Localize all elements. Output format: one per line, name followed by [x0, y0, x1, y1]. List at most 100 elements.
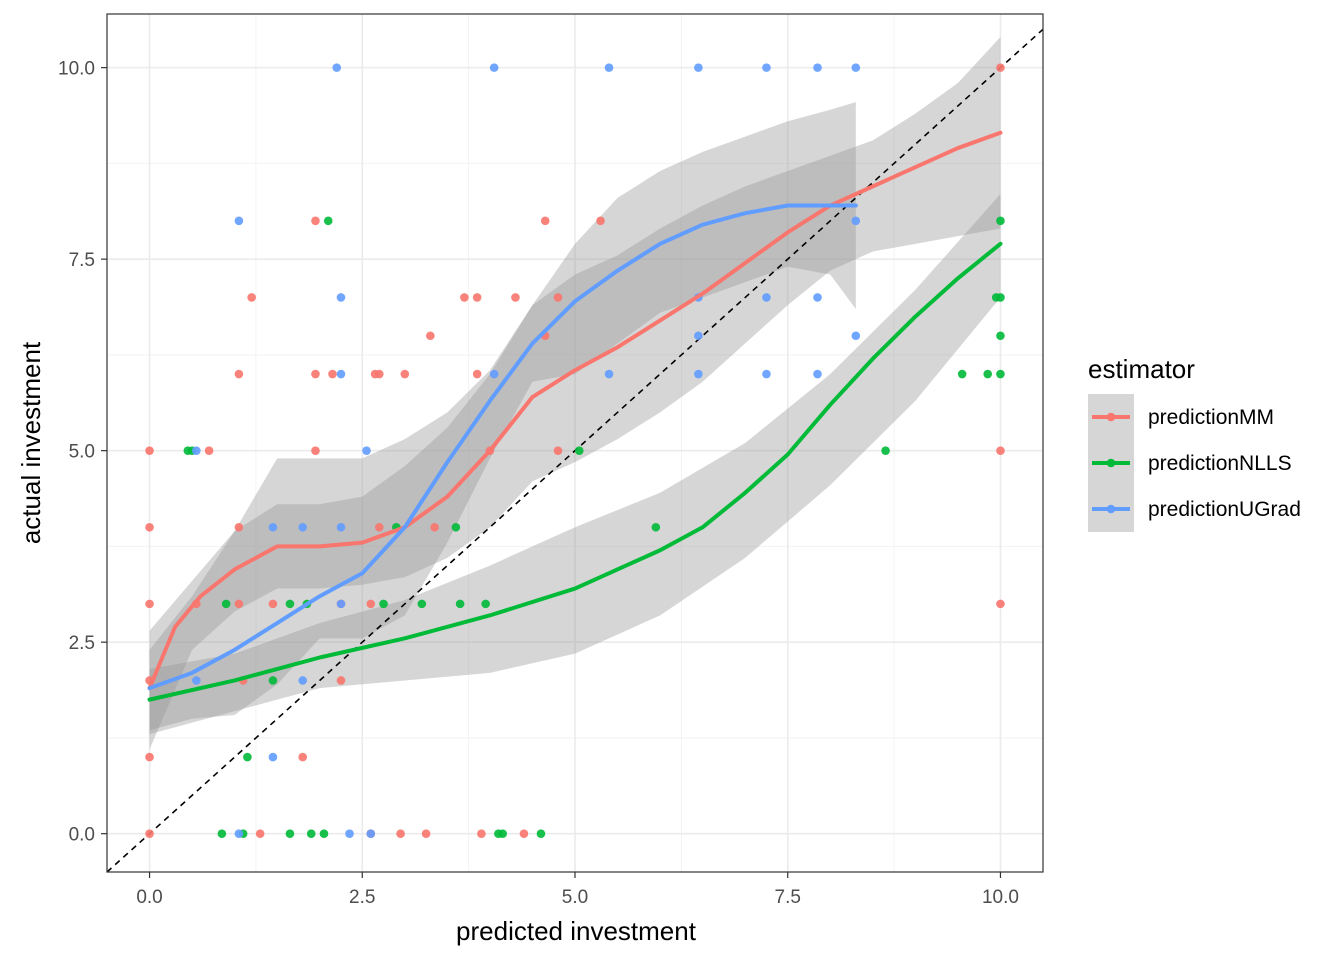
data-point-predictionUGrad — [366, 829, 376, 838]
legend-label: predictionNLLS — [1148, 452, 1292, 475]
data-point-predictionMM — [519, 829, 529, 838]
data-point-predictionUGrad — [192, 676, 201, 685]
data-point-predictionUGrad — [298, 676, 308, 685]
data-point-predictionUGrad — [694, 331, 703, 341]
data-point-predictionUGrad — [851, 216, 861, 226]
data-point-predictionNLLS — [285, 829, 295, 838]
y-tick-label: 2.5 — [69, 633, 95, 654]
data-point-predictionNLLS — [481, 599, 490, 609]
data-point-predictionUGrad — [813, 293, 822, 302]
data-point-predictionNLLS — [379, 599, 388, 609]
data-point-predictionNLLS — [285, 599, 295, 609]
data-point-predictionUGrad — [694, 63, 703, 72]
legend: estimator predictionMMpredictionNLLSpred… — [1088, 354, 1301, 532]
data-point-predictionMM — [472, 369, 482, 379]
data-point-predictionNLLS — [217, 829, 227, 838]
legend-key-point — [1106, 412, 1116, 422]
data-point-predictionNLLS — [323, 216, 333, 226]
data-point-predictionNLLS — [451, 522, 461, 532]
fit-line-predictionNLLS — [147, 241, 1003, 702]
data-point-predictionUGrad — [268, 522, 278, 532]
x-tick-label: 7.5 — [775, 887, 801, 908]
data-point-predictionMM — [366, 599, 376, 609]
x-axis-title: predicted investment — [456, 916, 697, 946]
data-point-predictionUGrad — [336, 522, 346, 532]
data-point-predictionNLLS — [221, 599, 231, 609]
data-point-predictionMM — [460, 293, 469, 302]
data-point-predictionMM — [311, 369, 320, 379]
data-point-predictionMM — [430, 522, 439, 532]
legend-entries: predictionMM predictionNLLS predictionUGra… — [1088, 394, 1301, 532]
data-point-predictionUGrad — [489, 63, 499, 72]
legend-label: predictionUGrad — [1148, 498, 1301, 521]
data-point-predictionUGrad — [604, 369, 614, 379]
data-point-predictionNLLS — [498, 829, 507, 838]
data-point-predictionMM — [145, 829, 154, 838]
data-point-predictionUGrad — [362, 446, 371, 455]
legend-title: estimator — [1088, 354, 1195, 384]
data-point-predictionNLLS — [536, 829, 546, 838]
legend-key-point — [1106, 458, 1116, 468]
data-point-predictionMM — [145, 522, 154, 532]
data-point-predictionUGrad — [345, 829, 354, 838]
data-point-predictionUGrad — [762, 369, 771, 379]
data-point-predictionNLLS — [243, 752, 252, 762]
data-point-predictionNLLS — [306, 829, 316, 838]
data-point-predictionUGrad — [332, 63, 342, 72]
data-point-predictionMM — [400, 369, 410, 379]
data-point-predictionNLLS — [455, 599, 465, 609]
data-point-predictionNLLS — [417, 599, 427, 609]
data-point-predictionNLLS — [996, 216, 1005, 226]
data-point-predictionUGrad — [268, 752, 278, 762]
data-point-predictionMM — [311, 446, 320, 455]
y-tick-label: 7.5 — [69, 250, 95, 271]
data-point-predictionMM — [511, 293, 520, 302]
data-point-predictionMM — [426, 331, 435, 341]
fit-line-predictionUGrad — [147, 203, 858, 691]
data-point-predictionMM — [374, 369, 384, 379]
data-point-predictionMM — [396, 829, 405, 838]
data-point-predictionMM — [247, 293, 256, 302]
x-axis-ticks: 0.0 2.5 5.0 7.5 10.0 — [136, 872, 1019, 908]
y-tick-label: 0.0 — [69, 825, 95, 846]
data-point-predictionNLLS — [651, 522, 661, 532]
data-point-predictionUGrad — [694, 369, 703, 379]
y-tick-label: 10.0 — [58, 59, 95, 80]
data-point-predictionUGrad — [851, 331, 861, 341]
data-point-predictionUGrad — [813, 63, 822, 72]
data-point-predictionMM — [553, 446, 563, 455]
data-point-predictionMM — [145, 446, 154, 455]
data-point-predictionMM — [374, 522, 384, 532]
data-point-predictionMM — [540, 216, 550, 226]
data-point-predictionUGrad — [234, 216, 244, 226]
data-point-predictionMM — [996, 63, 1005, 72]
x-tick-label: 2.5 — [349, 887, 375, 908]
data-points — [145, 63, 1005, 838]
data-point-predictionNLLS — [957, 369, 967, 379]
data-point-predictionUGrad — [192, 446, 201, 455]
data-point-predictionMM — [328, 369, 337, 379]
data-point-predictionNLLS — [881, 446, 890, 455]
data-point-predictionMM — [255, 829, 265, 838]
x-tick-label: 0.0 — [136, 887, 162, 908]
data-point-predictionMM — [145, 752, 154, 762]
data-point-predictionMM — [311, 216, 320, 226]
fit-line-predictionMM — [147, 130, 1003, 691]
data-point-predictionNLLS — [319, 829, 329, 838]
data-point-predictionUGrad — [336, 599, 346, 609]
data-point-predictionMM — [472, 293, 482, 302]
data-point-predictionMM — [336, 676, 346, 685]
y-axis-title: actual investment — [16, 341, 46, 544]
data-point-predictionMM — [996, 446, 1005, 455]
data-point-predictionUGrad — [813, 369, 822, 379]
data-point-predictionUGrad — [604, 63, 614, 72]
data-point-predictionMM — [421, 829, 431, 838]
data-point-predictionUGrad — [234, 829, 244, 838]
data-point-predictionUGrad — [489, 369, 499, 379]
data-point-predictionNLLS — [574, 446, 584, 455]
data-point-predictionNLLS — [996, 369, 1005, 379]
data-point-predictionMM — [596, 216, 605, 226]
data-point-predictionUGrad — [336, 369, 346, 379]
data-point-predictionUGrad — [851, 63, 861, 72]
